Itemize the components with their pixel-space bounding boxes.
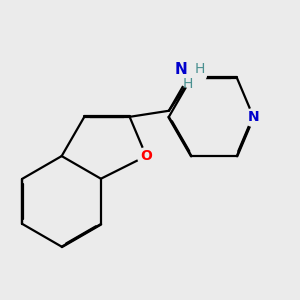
Text: H: H [183, 77, 193, 91]
Text: N: N [175, 62, 188, 77]
Text: H: H [195, 62, 206, 76]
Text: N: N [248, 110, 259, 124]
Text: O: O [140, 149, 152, 163]
